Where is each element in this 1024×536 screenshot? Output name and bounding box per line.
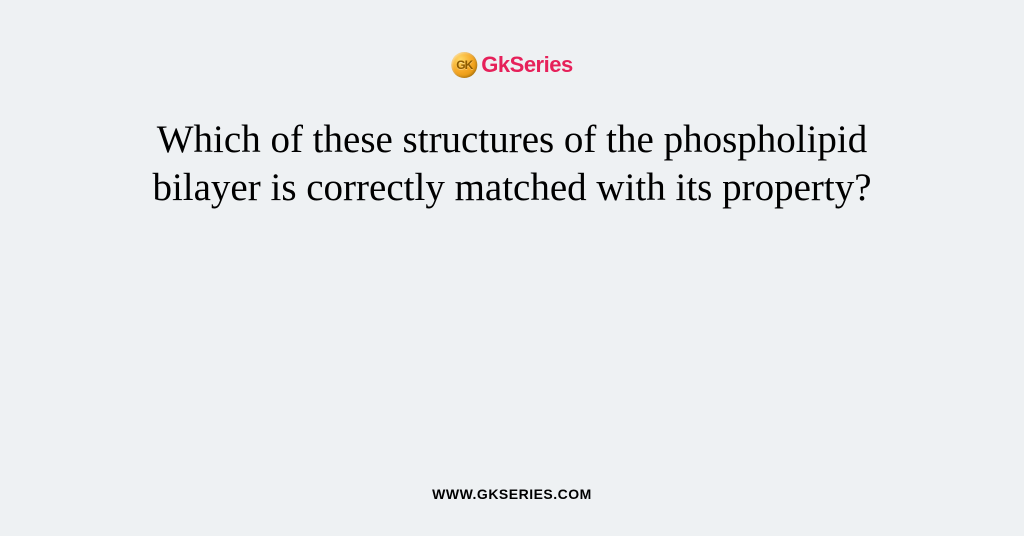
question-text: Which of these structures of the phos­ph… <box>102 116 922 211</box>
logo-badge-icon: GK <box>451 52 477 78</box>
logo-text-part2: Series <box>510 52 573 77</box>
logo-badge-text: GK <box>456 58 472 72</box>
footer-url: WWW.GKSERIES.COM <box>432 486 592 502</box>
brand-logo: GK GkSeries <box>451 52 572 78</box>
logo-wordmark: GkSeries <box>481 52 572 78</box>
logo-text-part1: Gk <box>481 52 509 77</box>
